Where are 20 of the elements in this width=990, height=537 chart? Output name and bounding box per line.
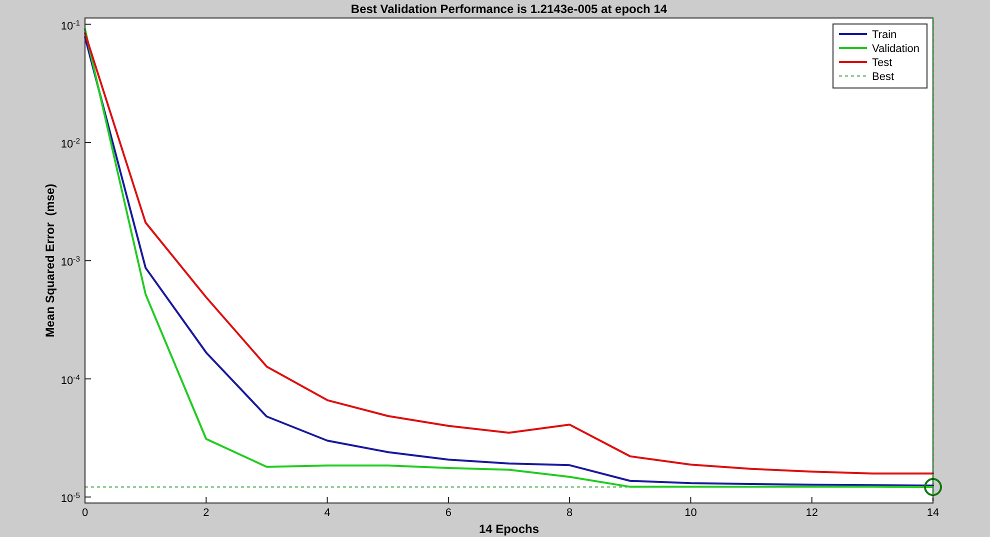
legend-label: Validation [872, 43, 920, 55]
x-tick-label: 4 [324, 507, 330, 519]
x-tick-label: 14 [926, 507, 940, 519]
chart-title: Best Validation Performance is 1.2143e-005 at epoch 14 [350, 2, 668, 16]
x-tick-label: 0 [82, 507, 88, 519]
x-tick-label: 10 [684, 507, 697, 519]
legend-label: Best [872, 71, 894, 83]
x-tick-label: 2 [203, 507, 210, 519]
y-tick-label: 10$^{-1}$ [60, 18, 80, 32]
legend-label: Test [872, 57, 892, 69]
y-tick-label: 10$^{-3}$ [60, 254, 80, 269]
x-axis-title: 14 Epochs [478, 522, 540, 536]
y-tick-label: 10$^{-4}$ [60, 372, 81, 387]
x-tick-label: 6 [445, 507, 452, 519]
y-tick-label: 10$^{-5}$ [60, 490, 80, 506]
y-tick-label: 10$^{-2}$ [60, 136, 80, 150]
y-axis-title: Mean Squared Error (mse) [43, 184, 57, 338]
x-tick-label: 8 [566, 507, 573, 519]
legend-label: Train [872, 29, 897, 41]
x-tick-label: 12 [806, 507, 818, 519]
